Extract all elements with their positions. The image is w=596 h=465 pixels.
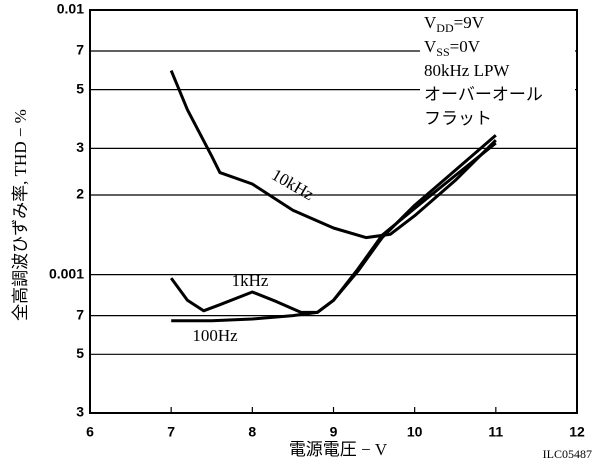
- annotation-text: フラット: [424, 109, 492, 128]
- annotation: VDD=9V: [424, 13, 485, 35]
- annotation-text: V: [424, 13, 437, 32]
- curve-label: 1kHz: [232, 271, 269, 290]
- y-tick-label: 3: [76, 139, 84, 155]
- annotation-tail: =9V: [454, 13, 485, 32]
- curve-label: 100Hz: [192, 326, 238, 345]
- y-tick-label: 3: [76, 404, 84, 420]
- y-tick-label: 0.01: [57, 1, 84, 17]
- y-tick-label: 7: [76, 42, 84, 58]
- line: [171, 134, 497, 323]
- y-axis-label: 全高調波ひずみ率, THD − %: [11, 109, 30, 321]
- x-tick-label: 6: [86, 424, 94, 440]
- x-tick-label: 7: [167, 424, 175, 440]
- annotation: フラット: [424, 109, 492, 128]
- annotation: 80kHz LPW: [424, 61, 510, 80]
- annotation-bg: [420, 12, 575, 130]
- annotation-sub: DD: [436, 21, 454, 35]
- annotation: オーバーオール: [424, 85, 543, 104]
- x-tick-label: 12: [569, 424, 585, 440]
- y-tick-label: 2: [76, 186, 84, 202]
- y-tick-label: 5: [76, 80, 84, 96]
- x-axis-label: 電源電圧 − V: [289, 440, 388, 459]
- x-tick-label: 8: [248, 424, 256, 440]
- x-tick-label: 10: [407, 424, 423, 440]
- annotation-text: 80kHz LPW: [424, 61, 510, 80]
- y-tick-label: 5: [76, 345, 84, 361]
- annotation-text: オーバーオール: [424, 85, 543, 104]
- annotation: VSS=0V: [424, 37, 481, 59]
- plot-frame: [89, 9, 578, 414]
- x-tick-label: 11: [488, 424, 503, 440]
- code: ILC05487: [543, 447, 592, 461]
- line: [169, 70, 497, 240]
- y-tick-label: 7: [76, 306, 84, 322]
- x-tick-label: 9: [330, 424, 338, 440]
- annotation-text: V: [424, 37, 437, 56]
- y-tick-label: 0.001: [49, 265, 84, 281]
- annotation-tail: =0V: [450, 37, 481, 56]
- annotation-sub: SS: [436, 45, 449, 59]
